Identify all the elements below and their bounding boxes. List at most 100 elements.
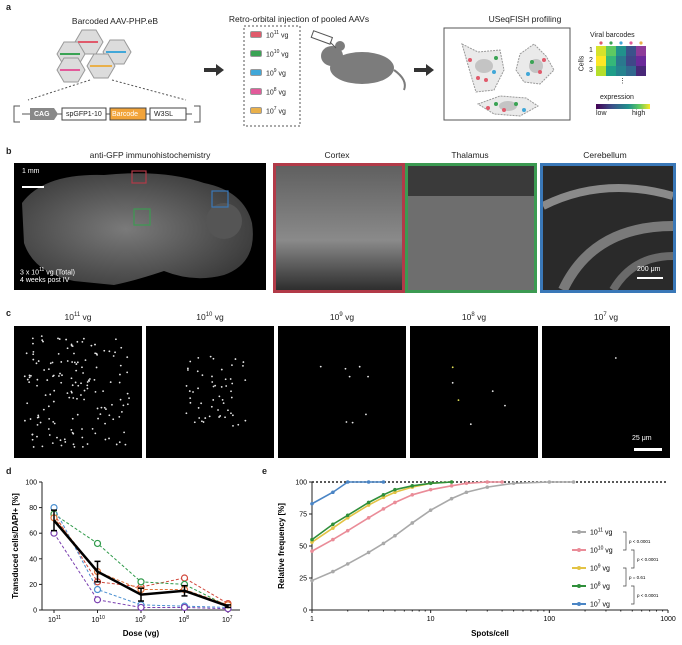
series-point — [393, 500, 397, 505]
scale-200um: 200 μm — [637, 266, 661, 273]
expression-label: expression — [600, 94, 634, 101]
series-point — [410, 493, 415, 497]
series-point — [428, 508, 433, 512]
pvalue-label: p < 0.0001 — [637, 557, 659, 562]
barcode-box — [109, 107, 147, 121]
fish-dose-image: 25 μm — [542, 326, 670, 458]
dose-item: 1011 vg — [250, 30, 288, 39]
cag-promoter — [30, 108, 58, 120]
dose-label: 108 vg — [266, 87, 286, 97]
panel-label-d: d — [6, 466, 12, 476]
series-line — [53, 513, 229, 605]
tube-icon — [250, 88, 262, 96]
x-tick-label: 1000 — [660, 616, 676, 623]
y-tick-label: 50 — [299, 544, 307, 551]
dose-label: 109 vg — [266, 68, 286, 78]
fish-dose-image — [410, 326, 538, 458]
series-point — [485, 480, 490, 484]
dose-item: 1010 vg — [250, 49, 289, 58]
region-title-cortex: Cortex — [324, 150, 350, 160]
series-point — [331, 526, 335, 530]
series-point — [428, 481, 433, 486]
series-point — [345, 528, 350, 533]
series-point — [381, 495, 386, 500]
pvalue-label: p = 0.61 — [629, 575, 646, 580]
series-point — [393, 533, 397, 538]
arrow-right-icon — [204, 64, 224, 76]
y-tick-label: 0 — [33, 608, 37, 615]
series-point — [366, 550, 371, 555]
syringe-icon — [310, 30, 337, 49]
series-point — [93, 585, 102, 594]
dose-image-title: 107 vg — [593, 312, 619, 322]
tube-icon — [250, 50, 262, 58]
series-point — [449, 496, 454, 501]
series-point — [410, 484, 415, 488]
scale-1mm: 1 mm — [22, 168, 40, 175]
series-point — [345, 513, 350, 518]
legend-marker — [577, 566, 581, 570]
y-tick-label: 80 — [29, 505, 37, 512]
series-point — [381, 493, 386, 497]
series-point — [366, 516, 371, 520]
x-tick-label: 1010 — [92, 615, 106, 624]
legend-label: 1011 vg — [590, 528, 612, 537]
dose-item: 107 vg — [250, 106, 286, 115]
series-point — [464, 490, 469, 495]
series-point — [511, 481, 516, 486]
series-point — [331, 522, 335, 527]
panel-label-b: b — [6, 146, 12, 156]
series-point — [331, 569, 335, 574]
dose-image-title: 1010 vg — [196, 312, 224, 322]
x-tick-label: 107 — [222, 615, 233, 624]
panel-c-row: 1011 vg 1010 vg 109 vg 108 vg 107 vg 25 μm — [14, 312, 674, 458]
y-tick-label: 25 — [299, 576, 307, 583]
dose-image-title: 1011 vg — [64, 312, 92, 322]
cell-row-1: 1 — [589, 47, 593, 54]
expression-high: high — [632, 110, 646, 117]
series-point — [500, 480, 504, 484]
series-point — [310, 501, 314, 506]
cell-row-3: 3 — [589, 67, 593, 74]
x-axis-label: Dose (vg) — [123, 629, 160, 638]
series-point — [381, 480, 386, 484]
pvalue-bracket — [631, 549, 635, 569]
aav-title: Barcoded AAV-PHP.eB — [71, 16, 159, 26]
series-point — [366, 503, 371, 507]
panel-label-a: a — [6, 2, 12, 12]
cells-label: Cells — [578, 55, 586, 72]
dose-label: 1011 vg — [266, 30, 289, 40]
scale-bar — [634, 448, 662, 451]
y-axis-label: Relative frequency [%] — [277, 503, 286, 589]
series-point — [393, 490, 397, 495]
y-tick-label: 20 — [29, 582, 37, 589]
thalamus-image — [405, 163, 537, 293]
series-point — [381, 541, 386, 546]
legend-marker — [577, 584, 581, 588]
dose-box — [243, 25, 301, 127]
dose-item: 109 vg — [250, 68, 286, 77]
legend-marker — [577, 530, 581, 534]
series-point — [428, 487, 433, 492]
panel-a-schematic — [13, 25, 650, 127]
tube-icon — [250, 107, 262, 115]
dose-note: 3 x 1011 vg (Total) — [20, 267, 76, 277]
legend-marker — [577, 602, 581, 606]
y-tick-label: 40 — [29, 556, 37, 563]
y-tick-label: 60 — [29, 531, 37, 538]
expression-low: low — [596, 110, 607, 117]
panel-label-c: c — [6, 308, 12, 318]
dose-transduction-chart: 0 20 40 60 80 100 1011 1010 109 108 107 Dose (vg) Tr… — [11, 480, 240, 638]
fish-dose-image — [14, 326, 142, 458]
x-tick-label: 109 — [135, 615, 146, 624]
series-point — [93, 539, 102, 548]
pvalue-label: p < 0.0001 — [629, 539, 651, 544]
pvalue-bracket — [623, 531, 627, 551]
series-point — [310, 549, 314, 553]
series-point — [310, 537, 314, 542]
series-point — [366, 500, 371, 505]
series-point — [449, 480, 454, 484]
dose-item: 108 vg — [250, 87, 286, 96]
w3sl-box — [149, 107, 187, 121]
series-point — [345, 562, 350, 566]
